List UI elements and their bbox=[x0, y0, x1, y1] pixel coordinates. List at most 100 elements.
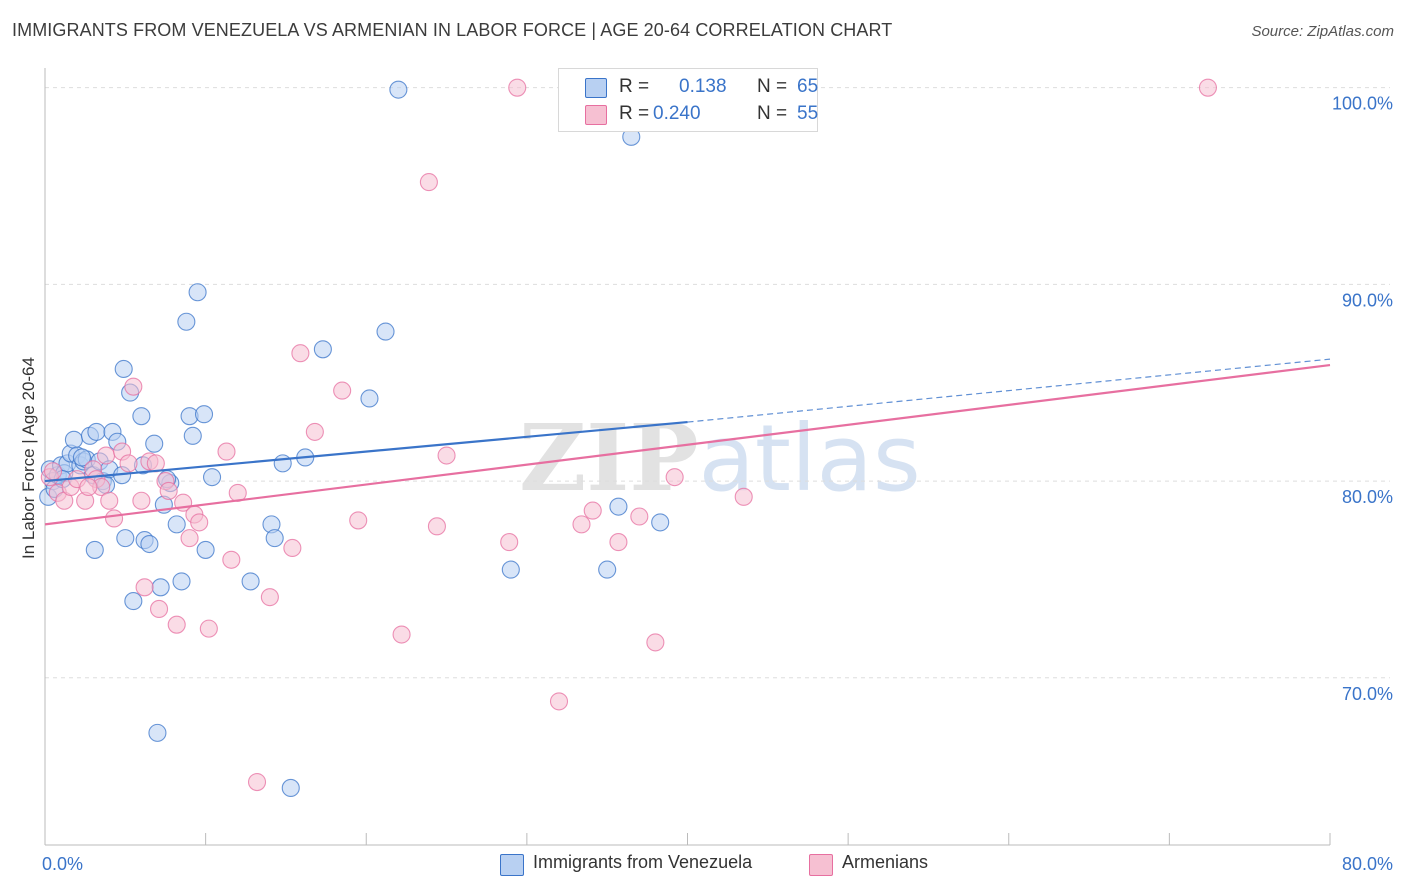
venezuela-point bbox=[203, 468, 222, 487]
venezuela-point bbox=[177, 312, 196, 331]
legend-swatch-blue bbox=[585, 78, 607, 98]
venezuela-point bbox=[265, 529, 284, 548]
armenian-point bbox=[180, 529, 199, 548]
venezuela-point bbox=[609, 497, 628, 516]
y-tick-label: 90.0% bbox=[1342, 290, 1393, 310]
venezuela-point bbox=[501, 560, 520, 579]
armenian-point bbox=[222, 550, 241, 569]
armenian-point bbox=[159, 481, 178, 500]
armenian-point bbox=[105, 509, 124, 528]
armenian-point bbox=[500, 533, 519, 552]
venezuela-point bbox=[273, 454, 292, 473]
legend-swatch-pink bbox=[585, 105, 607, 125]
venezuela-point bbox=[132, 407, 151, 426]
venezuela-point bbox=[124, 592, 143, 611]
venezuela-point bbox=[114, 359, 133, 379]
venezuela-point bbox=[598, 560, 617, 579]
armenian-point bbox=[427, 517, 446, 536]
venezuela-point bbox=[194, 405, 214, 424]
armenian-point bbox=[100, 491, 119, 510]
armenian-point bbox=[43, 462, 63, 481]
x-tick-label: 0.0% bbox=[42, 854, 83, 874]
armenian-point bbox=[217, 442, 236, 461]
y-tick-label: 100.0% bbox=[1332, 94, 1393, 114]
venezuela-point bbox=[183, 426, 202, 445]
armenian-point bbox=[291, 344, 310, 363]
venezuela-point bbox=[313, 340, 332, 359]
venezuela-point bbox=[376, 322, 395, 341]
venezuela-point bbox=[241, 572, 260, 591]
stats-legend: R = 0.138 N = 65 R = 0.240 N = 55 bbox=[558, 68, 818, 132]
source-label: Source: ZipAtlas.com bbox=[1251, 23, 1394, 40]
venezuela-point bbox=[167, 515, 186, 534]
armenian-point bbox=[572, 515, 591, 534]
armenian-point bbox=[305, 422, 324, 441]
armenian-point bbox=[419, 173, 438, 192]
armenian-point bbox=[135, 578, 154, 597]
armenian-point bbox=[283, 538, 302, 558]
legend-r-label: R = bbox=[619, 103, 650, 124]
venezuela-point bbox=[145, 434, 164, 453]
armenian-point bbox=[437, 446, 456, 465]
armenian-point bbox=[549, 692, 569, 711]
armenian-point bbox=[260, 588, 279, 607]
watermark: ZIPatlas bbox=[519, 404, 921, 512]
armenian-point bbox=[167, 615, 186, 634]
legend-n-label: N = bbox=[757, 103, 788, 124]
venezuela-point bbox=[85, 540, 104, 559]
venezuela-point bbox=[389, 80, 408, 99]
armenian-point bbox=[349, 511, 368, 530]
legend-r-label: R = bbox=[619, 76, 650, 97]
legend-n-value: 55 bbox=[797, 103, 819, 124]
venezuela-point bbox=[172, 572, 191, 591]
venezuela-point bbox=[360, 389, 379, 408]
armenian-point bbox=[630, 507, 649, 526]
armenian-point bbox=[665, 468, 684, 487]
legend-r-value: 0.240 bbox=[653, 103, 701, 124]
armenian-point bbox=[132, 491, 151, 510]
armenian-point bbox=[333, 381, 352, 400]
bottom-legend-label: Armenians bbox=[842, 852, 929, 872]
venezuela-point bbox=[148, 723, 167, 742]
armenian-point bbox=[79, 477, 98, 497]
y-tick-label: 80.0% bbox=[1342, 487, 1393, 507]
armenian-point bbox=[96, 446, 116, 465]
legend-n-label: N = bbox=[757, 76, 788, 97]
armenian-point bbox=[508, 78, 527, 97]
armenian-point bbox=[190, 513, 209, 532]
armenian-point bbox=[583, 501, 602, 520]
armenian-point bbox=[124, 377, 143, 396]
venezuela-point bbox=[72, 448, 91, 467]
legend-n-value: 65 bbox=[797, 76, 819, 97]
venezuela-point bbox=[281, 778, 300, 798]
venezuela-point bbox=[188, 283, 207, 302]
armenian-trend-line bbox=[44, 363, 1331, 526]
armenian-point bbox=[119, 454, 138, 473]
venezuela-point bbox=[196, 540, 215, 559]
venezuela-point bbox=[116, 529, 135, 548]
bottom-legend-swatch-blue bbox=[500, 854, 524, 876]
legend-r-value: 0.138 bbox=[679, 76, 727, 97]
armenian-point bbox=[392, 625, 411, 644]
x-tick-label: 80.0% bbox=[1342, 854, 1393, 874]
venezuela-point bbox=[87, 422, 106, 441]
armenian-point bbox=[247, 773, 267, 792]
bottom-legend-swatch-pink bbox=[809, 854, 833, 876]
armenian-point bbox=[646, 633, 665, 652]
venezuela-point bbox=[651, 513, 670, 532]
armenian-point bbox=[609, 533, 628, 552]
venezuela-trend-extension bbox=[687, 358, 1331, 423]
chart-title: IMMIGRANTS FROM VENEZUELA VS ARMENIAN IN… bbox=[12, 20, 893, 40]
armenian-point bbox=[199, 619, 218, 638]
venezuela-point bbox=[64, 430, 83, 449]
armenian-point bbox=[734, 487, 753, 506]
y-tick-label: 70.0% bbox=[1342, 684, 1393, 704]
venezuela-point bbox=[151, 578, 170, 597]
armenian-point bbox=[149, 599, 169, 618]
armenian-point bbox=[1198, 78, 1217, 97]
venezuela-point bbox=[140, 534, 159, 554]
bottom-legend-label: Immigrants from Venezuela bbox=[533, 852, 753, 872]
venezuela-trend-line bbox=[44, 420, 688, 483]
